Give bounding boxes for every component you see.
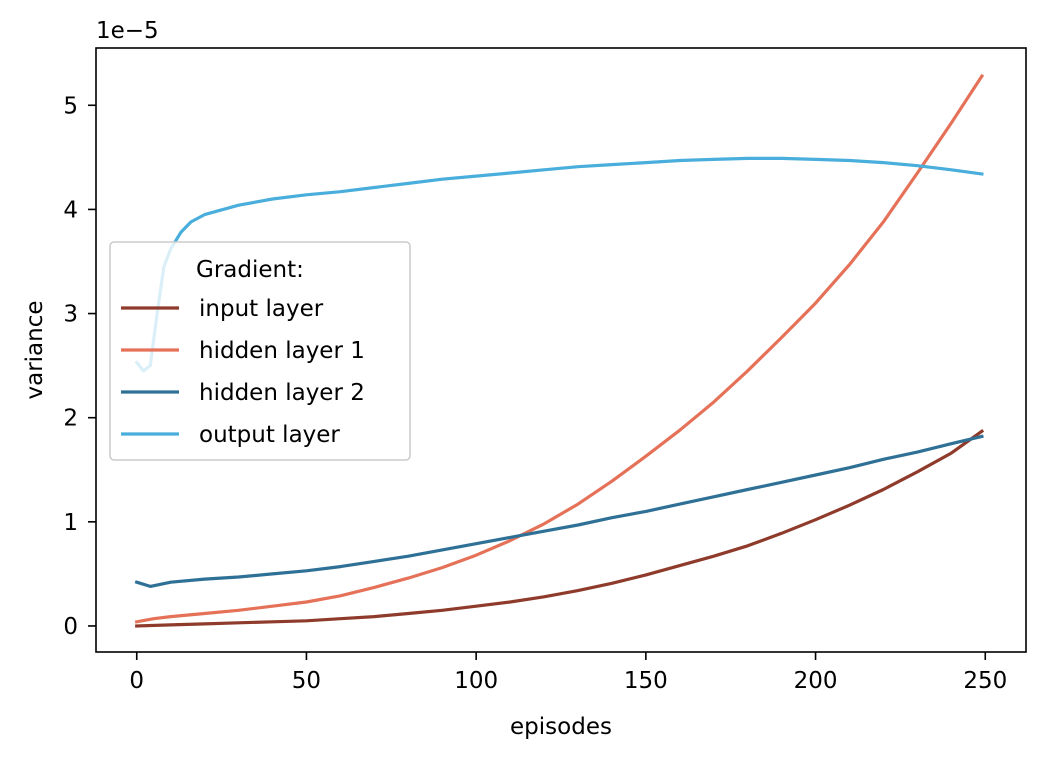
x-tick-label: 100	[454, 668, 498, 694]
y-tick-label: 5	[63, 93, 78, 119]
legend-entries: input layer hidden layer 1 hidden layer 2 o…	[121, 296, 365, 448]
legend-label: input layer	[199, 296, 324, 322]
legend-label: output layer	[199, 422, 340, 448]
y-axis-label: variance	[22, 300, 48, 399]
y-tick-label: 3	[63, 302, 78, 328]
series-line-3	[134, 434, 984, 588]
y-offset-label: 1e−5	[96, 18, 159, 44]
y-tick-label: 0	[63, 614, 78, 640]
x-tick-label: 50	[292, 668, 321, 694]
series-line-1	[135, 428, 985, 628]
x-tick-label: 250	[963, 668, 1007, 694]
x-tick-label: 150	[624, 668, 668, 694]
legend-label: hidden layer 1	[199, 338, 365, 364]
legend-label: hidden layer 2	[199, 380, 365, 406]
legend-title: Gradient:	[196, 257, 304, 283]
plot-frame	[95, 47, 1027, 653]
x-tick-label: 0	[129, 668, 144, 694]
series-line-2	[134, 73, 985, 624]
y-tick-label: 1	[63, 510, 78, 536]
x-axis-label: episodes	[510, 714, 612, 740]
legend-box	[109, 241, 411, 461]
y-tick-label: 4	[63, 197, 78, 223]
y-tick-label: 2	[63, 406, 78, 432]
legend: Gradient: input layer hidden layer 1 hidde…	[109, 241, 411, 461]
x-tick-label: 200	[794, 668, 838, 694]
ticks-layer: 0 50 100 150 200 250 0 1 2 3 4 5	[63, 93, 1007, 694]
